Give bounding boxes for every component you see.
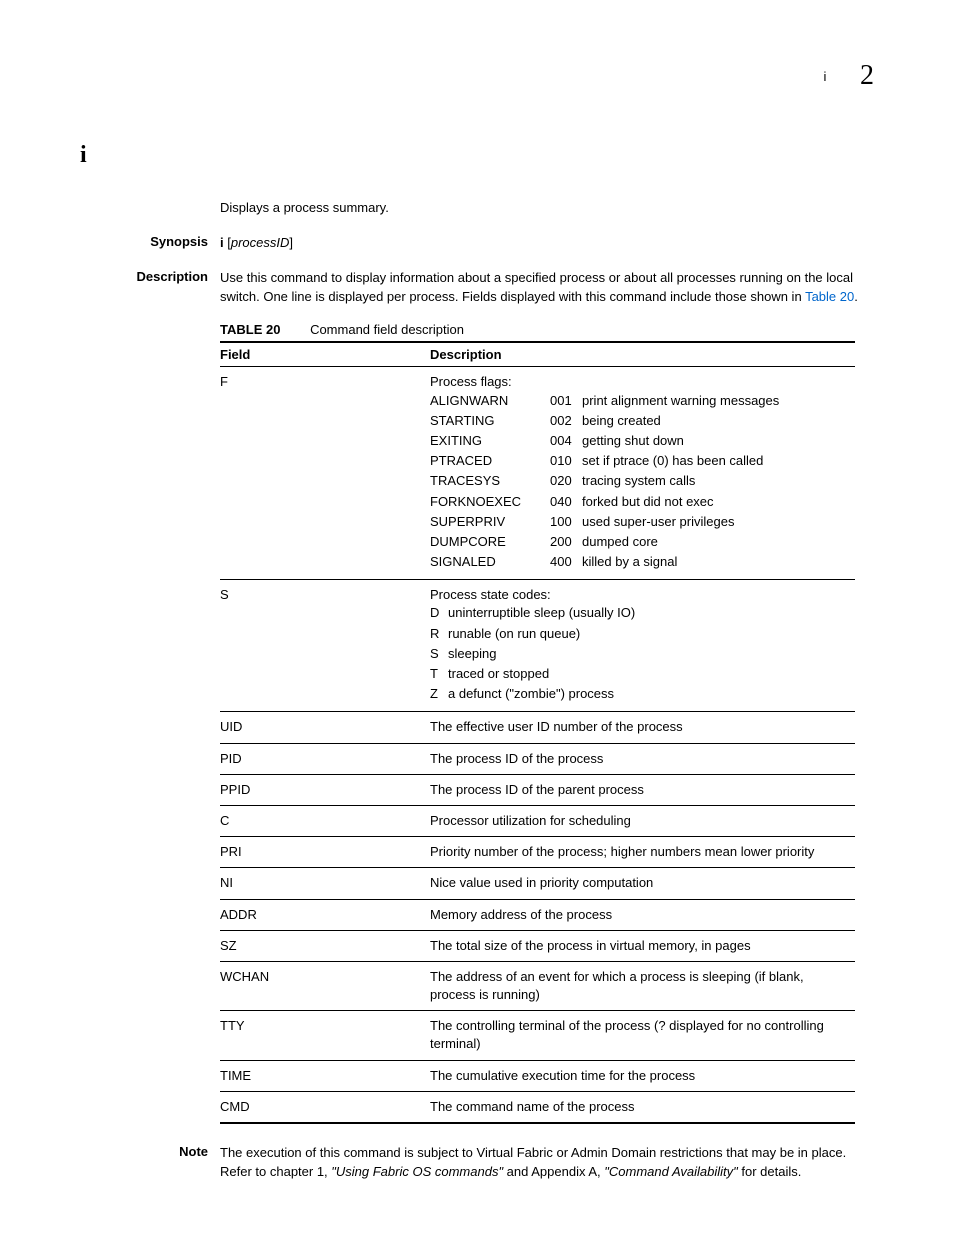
description-cell: The process ID of the process: [430, 743, 855, 774]
synopsis-label: Synopsis: [80, 234, 220, 253]
note-row: Note The execution of this command is su…: [80, 1144, 874, 1182]
description-cell: Memory address of the process: [430, 899, 855, 930]
th-description: Description: [430, 342, 855, 367]
field-cell: UID: [220, 712, 430, 743]
table-row: WCHANThe address of an event for which a…: [220, 961, 855, 1010]
synopsis-arg: processID: [231, 235, 290, 250]
field-cell: ADDR: [220, 899, 430, 930]
summary-row: Displays a process summary.: [80, 199, 874, 218]
table-row: PRIPriority number of the process; highe…: [220, 837, 855, 868]
field-cell: TTY: [220, 1011, 430, 1060]
table-link[interactable]: Table 20: [805, 289, 854, 304]
description-cell: The address of an event for which a proc…: [430, 961, 855, 1010]
description-cell: The command name of the process: [430, 1091, 855, 1123]
table-row: SZThe total size of the process in virtu…: [220, 930, 855, 961]
description-cell: The process ID of the parent process: [430, 774, 855, 805]
field-cell: TIME: [220, 1060, 430, 1091]
summary-text: Displays a process summary.: [220, 199, 874, 218]
table-row: TTYThe controlling terminal of the proce…: [220, 1011, 855, 1060]
field-cell: SZ: [220, 930, 430, 961]
field-cell: NI: [220, 868, 430, 899]
description-row: Description Use this command to display …: [80, 269, 874, 307]
description-cell: Processor utilization for scheduling: [430, 805, 855, 836]
note-label: Note: [80, 1144, 220, 1182]
th-field: Field: [220, 342, 430, 367]
table-label: TABLE 20: [220, 322, 280, 337]
field-cell: S: [220, 580, 430, 712]
description-cell: The controlling terminal of the process …: [430, 1011, 855, 1060]
field-description-table: Field Description FProcess flags:ALIGNWA…: [220, 341, 855, 1124]
field-cell: F: [220, 367, 430, 580]
field-cell: C: [220, 805, 430, 836]
page: i 2 i Displays a process summary. Synops…: [0, 0, 954, 1258]
field-cell: PRI: [220, 837, 430, 868]
field-cell: WCHAN: [220, 961, 430, 1010]
description-cell: The effective user ID number of the proc…: [430, 712, 855, 743]
table-row: PIDThe process ID of the process: [220, 743, 855, 774]
description-cell: Priority number of the process; higher n…: [430, 837, 855, 868]
synopsis-body: i [processID]: [220, 234, 874, 253]
page-header: i 2: [80, 60, 874, 92]
table-row: PPIDThe process ID of the parent process: [220, 774, 855, 805]
command-title: i: [80, 142, 874, 169]
field-cell: PID: [220, 743, 430, 774]
table-caption: TABLE 20 Command field description: [220, 322, 874, 337]
field-cell: CMD: [220, 1091, 430, 1123]
description-body: Use this command to display information …: [220, 269, 874, 307]
table-row: SProcess state codes:Duninterruptible sl…: [220, 580, 855, 712]
description-cell: Nice value used in priority computation: [430, 868, 855, 899]
header-chapter: 2: [860, 60, 874, 91]
table-row: UIDThe effective user ID number of the p…: [220, 712, 855, 743]
header-section: i: [823, 69, 826, 84]
table-row: ADDRMemory address of the process: [220, 899, 855, 930]
description-label: Description: [80, 269, 220, 307]
table-row: CProcessor utilization for scheduling: [220, 805, 855, 836]
description-cell: The total size of the process in virtual…: [430, 930, 855, 961]
table-title: Command field description: [310, 322, 464, 337]
table-row: TIMEThe cumulative execution time for th…: [220, 1060, 855, 1091]
note-body: The execution of this command is subject…: [220, 1144, 874, 1182]
synopsis-row: Synopsis i [processID]: [80, 234, 874, 253]
table-row: NINice value used in priority computatio…: [220, 868, 855, 899]
field-cell: PPID: [220, 774, 430, 805]
description-cell: Process state codes:Duninterruptible sle…: [430, 580, 855, 712]
table-row: CMDThe command name of the process: [220, 1091, 855, 1123]
description-cell: The cumulative execution time for the pr…: [430, 1060, 855, 1091]
table-row: FProcess flags:ALIGNWARN001print alignme…: [220, 367, 855, 580]
description-cell: Process flags:ALIGNWARN001print alignmen…: [430, 367, 855, 580]
